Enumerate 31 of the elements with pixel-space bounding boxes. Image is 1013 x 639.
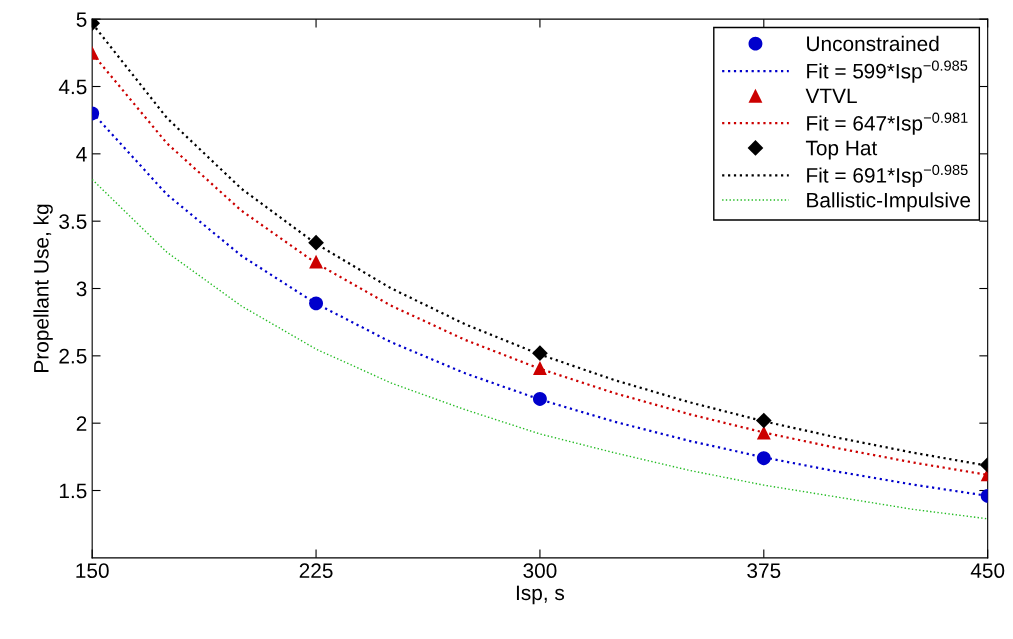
point xyxy=(309,296,323,311)
x-tick-label: 150 xyxy=(76,563,109,579)
y-tick-label: 4 xyxy=(76,147,87,162)
legend-label: Fit = 647*Isp$^{−0.981}$ xyxy=(807,112,968,135)
point xyxy=(532,345,548,362)
legend-label: Unconstrained xyxy=(807,35,939,52)
y-tick-label: 5 xyxy=(76,12,87,27)
x-tick-label: 450 xyxy=(970,563,1005,579)
y-axis-title: Propellant Use, kg xyxy=(33,204,53,372)
legend-label: VTVL xyxy=(805,88,857,104)
y-tick-label: 3.5 xyxy=(59,214,87,229)
point xyxy=(308,234,324,251)
y-tick-label: 3 xyxy=(76,281,87,297)
legend-label: Fit = 599*Isp$^{−0.985}$ xyxy=(807,60,968,83)
x-tick-label: 225 xyxy=(299,563,333,579)
point xyxy=(532,361,547,375)
legend-label: Fit = 691*Isp$^{−0.985}$ xyxy=(807,164,968,187)
y-tick-label: 4.5 xyxy=(58,79,87,95)
point xyxy=(756,425,771,440)
point xyxy=(756,451,771,466)
x-tick-label: 375 xyxy=(747,563,781,579)
legend-label: Top Hat xyxy=(805,140,878,160)
point xyxy=(532,391,547,406)
y-tick-label: 2.5 xyxy=(59,348,87,364)
point xyxy=(755,412,772,429)
x-tick-label: 300 xyxy=(523,563,557,579)
x-axis-title: Isp, s xyxy=(516,585,565,605)
point xyxy=(309,254,323,269)
y-tick-label: 2 xyxy=(76,416,87,431)
y-tick-label: 1.5 xyxy=(59,483,87,499)
legend-label: Ballistic-Impulsive xyxy=(807,192,971,212)
